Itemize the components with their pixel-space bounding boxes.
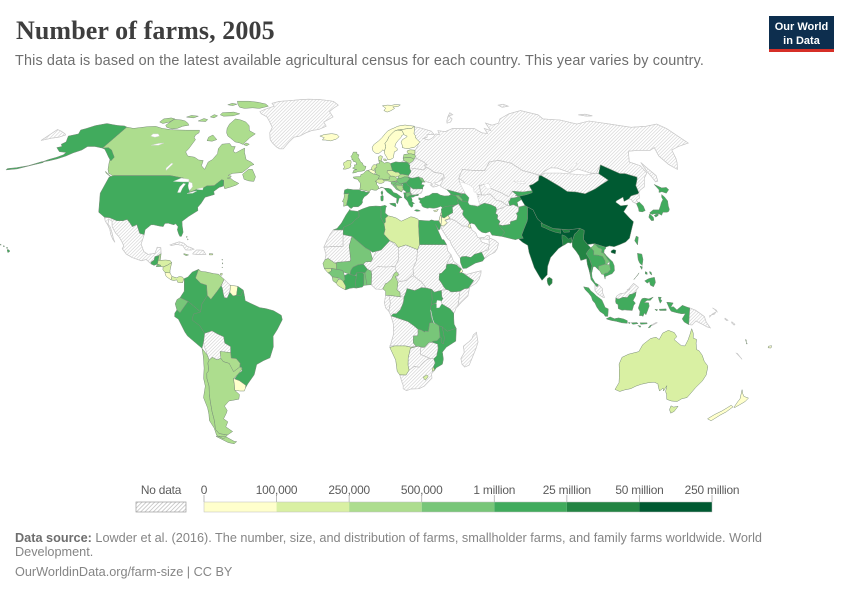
svg-text:1 million: 1 million [473, 483, 515, 497]
svg-text:0: 0 [201, 483, 208, 497]
svg-text:500,000: 500,000 [401, 483, 443, 497]
svg-text:100,000: 100,000 [256, 483, 298, 497]
svg-text:No data: No data [141, 483, 182, 497]
svg-text:250,000: 250,000 [328, 483, 370, 497]
svg-text:25 million: 25 million [543, 483, 591, 497]
svg-text:250 million: 250 million [685, 483, 740, 497]
svg-text:50 million: 50 million [615, 483, 663, 497]
